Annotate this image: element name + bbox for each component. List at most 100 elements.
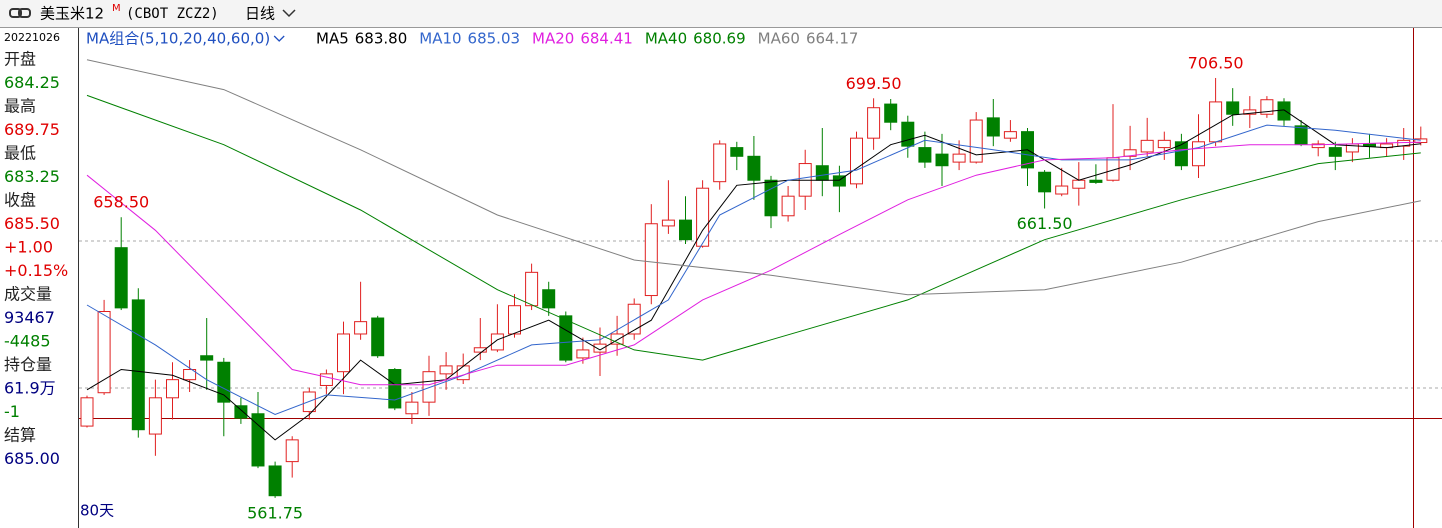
info-line: 最低 bbox=[4, 144, 36, 163]
candle-body bbox=[388, 369, 402, 409]
info-line: 93467 bbox=[4, 308, 55, 327]
ma-group[interactable]: MA组合(5,10,20,40,60,0) bbox=[86, 30, 270, 48]
candle-body bbox=[97, 310, 111, 394]
candle-body bbox=[1243, 109, 1257, 115]
info-line: 结算 bbox=[4, 426, 36, 445]
extreme-label: 561.75 bbox=[247, 503, 303, 522]
ma-line bbox=[86, 141, 1421, 386]
title: 美玉米12 bbox=[40, 5, 104, 23]
symbol: (CBOT ZCZ2) bbox=[126, 6, 219, 22]
header-bar bbox=[0, 0, 1442, 27]
candle-body bbox=[371, 317, 385, 357]
candle-body bbox=[422, 371, 436, 403]
candle-body bbox=[969, 119, 983, 163]
ma-line bbox=[86, 109, 1421, 441]
candle-body bbox=[508, 305, 521, 335]
legend-value: 685.03 bbox=[468, 30, 521, 48]
candle-body bbox=[1226, 101, 1240, 115]
legend-value: 664.17 bbox=[806, 30, 859, 48]
candle-body bbox=[183, 369, 197, 381]
info-line: 61.9万 bbox=[4, 379, 56, 398]
extreme-label: 661.50 bbox=[1017, 214, 1073, 233]
candle-body bbox=[1038, 171, 1052, 193]
info-line: 成交量 bbox=[4, 285, 52, 304]
legend-name: MA5 bbox=[316, 30, 349, 48]
info-line: -1 bbox=[4, 402, 20, 421]
candle-body bbox=[747, 155, 761, 181]
candle-body bbox=[319, 373, 333, 386]
candle-body bbox=[439, 365, 453, 375]
candle-body bbox=[525, 271, 539, 307]
candle-body bbox=[713, 143, 727, 183]
candle-body bbox=[80, 397, 94, 427]
candle-body bbox=[114, 247, 128, 309]
candle-body bbox=[1089, 179, 1103, 183]
ma-line bbox=[86, 94, 1421, 361]
candle-body bbox=[490, 333, 504, 351]
candle-body bbox=[405, 401, 419, 415]
candle-body bbox=[901, 121, 915, 147]
extreme-label: 658.50 bbox=[93, 193, 149, 212]
candle-body bbox=[1277, 101, 1291, 121]
candle-body bbox=[781, 195, 795, 217]
legend-name: MA40 bbox=[645, 30, 687, 48]
candle-body bbox=[815, 165, 829, 181]
candle-body bbox=[148, 397, 162, 435]
candle-body bbox=[1192, 141, 1205, 167]
candle-body bbox=[627, 303, 641, 335]
legend-value: 683.80 bbox=[355, 30, 408, 48]
candle-body bbox=[1363, 143, 1376, 147]
candle-body bbox=[952, 153, 966, 163]
candle-body bbox=[867, 107, 881, 139]
candle-body bbox=[251, 413, 265, 467]
info-line: 最高 bbox=[4, 97, 36, 116]
candle-body bbox=[1311, 143, 1325, 149]
ma-chevron[interactable] bbox=[273, 35, 285, 42]
candle-body bbox=[884, 103, 898, 123]
candle-body bbox=[217, 361, 231, 403]
candle-body bbox=[679, 219, 692, 241]
candle-body bbox=[764, 179, 778, 217]
candle-body bbox=[610, 333, 624, 345]
candle-body bbox=[935, 153, 949, 167]
info-line: +1.00 bbox=[4, 238, 53, 257]
candle-body bbox=[644, 223, 658, 297]
candle-body bbox=[576, 349, 590, 359]
range-label: 80天 bbox=[80, 502, 114, 520]
info-line: 685.50 bbox=[4, 214, 60, 233]
info-line: 685.00 bbox=[4, 449, 60, 468]
info-line: 689.75 bbox=[4, 120, 60, 139]
candle-body bbox=[337, 333, 350, 373]
info-line: -4485 bbox=[4, 332, 51, 351]
candle-body bbox=[131, 299, 145, 431]
info-line: 持仓量 bbox=[4, 355, 52, 374]
info-line: +0.15% bbox=[4, 261, 68, 280]
info-line: 收盘 bbox=[4, 191, 36, 210]
candle-body bbox=[1157, 139, 1171, 149]
candle-body bbox=[559, 315, 573, 361]
candle-body bbox=[234, 405, 248, 419]
candle-body bbox=[832, 175, 846, 187]
candle-body bbox=[1055, 185, 1069, 195]
period-chevron[interactable] bbox=[282, 9, 296, 18]
info-line: 开盘 bbox=[4, 50, 36, 69]
period[interactable]: 日线 bbox=[245, 5, 275, 23]
candle-body bbox=[354, 321, 368, 335]
candle-body bbox=[473, 347, 487, 353]
candle-body bbox=[166, 379, 179, 399]
candle-body bbox=[1209, 101, 1223, 143]
legend-name: MA20 bbox=[532, 30, 574, 48]
link-icon bbox=[9, 8, 31, 18]
info-line: 684.25 bbox=[4, 73, 60, 92]
candle-body bbox=[661, 219, 675, 227]
candle-body bbox=[1140, 139, 1154, 153]
legend-name: MA60 bbox=[758, 30, 800, 48]
legend-name: MA10 bbox=[419, 30, 461, 48]
candle-body bbox=[696, 187, 710, 247]
candle-body bbox=[986, 117, 1000, 137]
candle-body bbox=[542, 289, 556, 309]
candle-body bbox=[1328, 147, 1342, 157]
candle-body bbox=[730, 147, 744, 157]
